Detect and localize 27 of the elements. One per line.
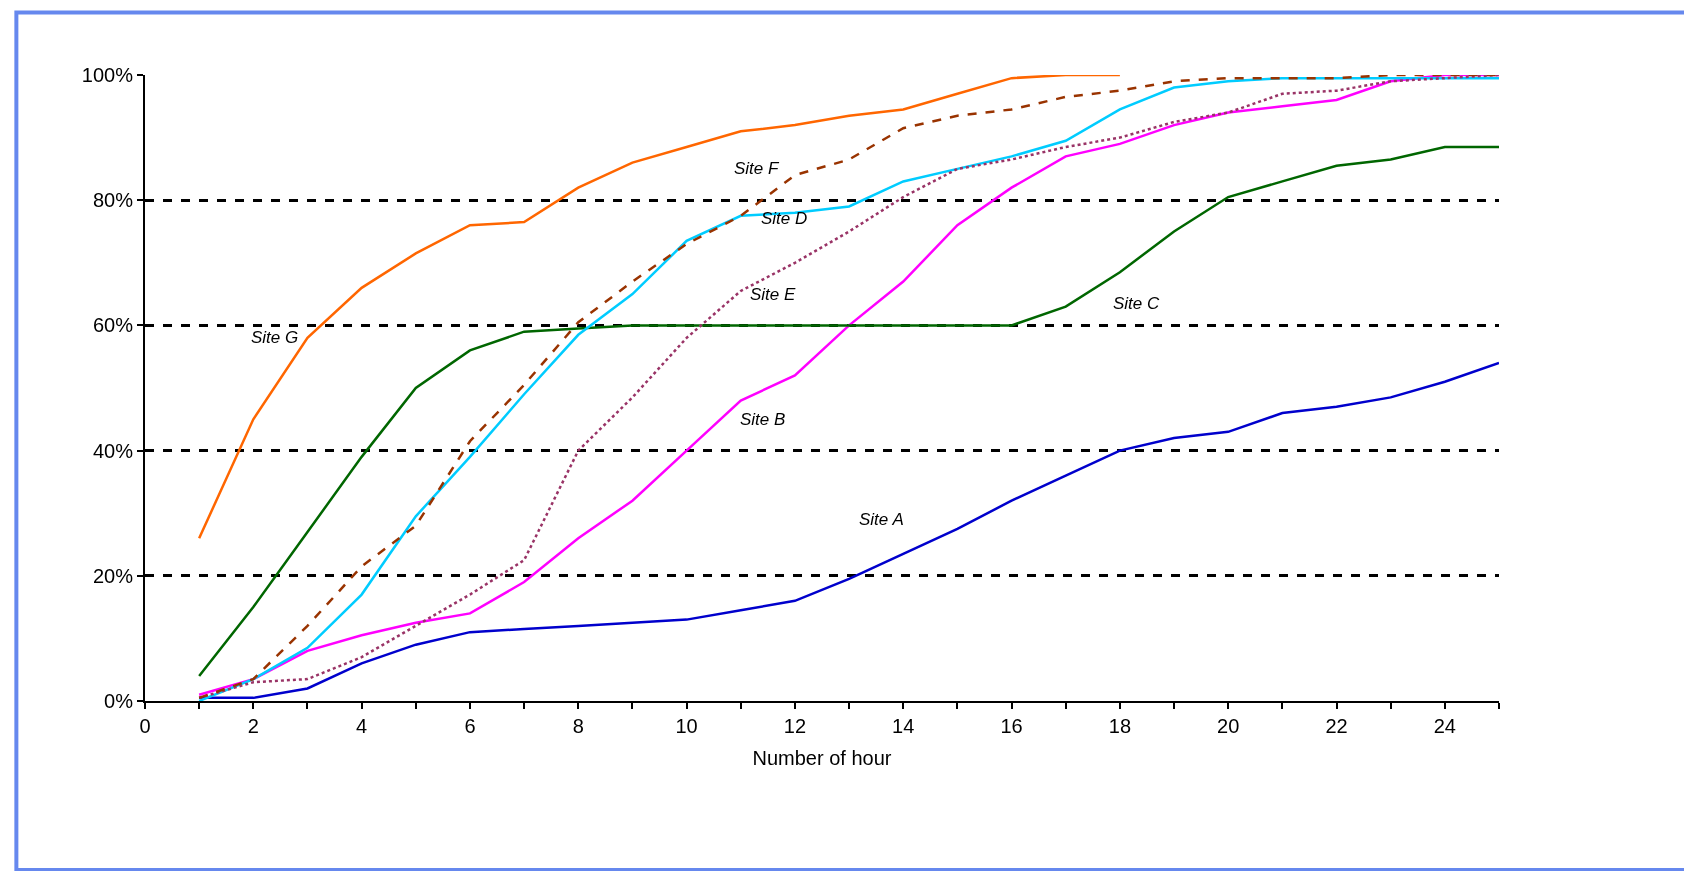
x-tick-label: 24 (1433, 715, 1456, 737)
x-tick-label: 2 (247, 715, 259, 737)
series-label: Site D (761, 209, 808, 228)
x-tick-label: 18 (1108, 715, 1132, 737)
x-tick-label: 20 (1217, 715, 1240, 737)
x-tick-label: 8 (572, 715, 584, 737)
x-tick-label: 22 (1325, 715, 1348, 737)
series-label: Site E (750, 285, 797, 304)
y-tick-label: 60% (92, 314, 134, 337)
x-tick-label: 12 (783, 715, 807, 737)
x-tick-label: 0 (139, 715, 151, 737)
series-label: Site A (859, 510, 904, 529)
y-tick-label: 80% (92, 189, 134, 212)
x-tick-label: 14 (892, 715, 915, 737)
y-tick-label: 100% (81, 64, 134, 86)
y-tick-label: 20% (92, 564, 134, 587)
series-label: Site F (734, 159, 781, 178)
y-tick-label: 0% (104, 690, 134, 712)
x-tick-label: 4 (356, 715, 368, 737)
x-tick-label: 16 (1000, 715, 1023, 737)
x-axis-title: Number of hour (752, 747, 892, 769)
y-tick-label: 40% (92, 439, 134, 462)
series-label: Site C (1113, 294, 1161, 313)
x-tick-label: 6 (464, 715, 476, 737)
x-tick-label: 10 (675, 715, 698, 737)
series-label: Site B (740, 410, 786, 429)
series-label: Site G (251, 328, 299, 347)
